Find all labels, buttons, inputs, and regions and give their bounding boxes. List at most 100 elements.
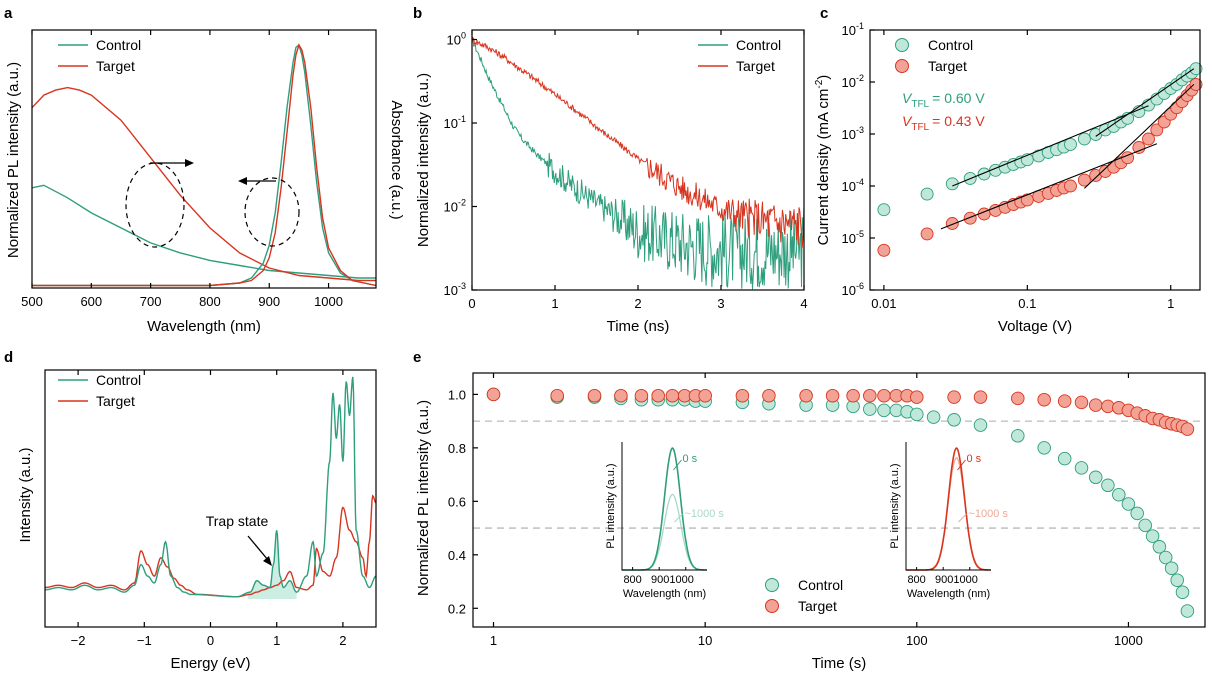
panel-e-point-target <box>910 390 924 404</box>
panel-e-legend-marker <box>765 599 779 613</box>
panel-c-y-tick-label-exp: -3 <box>856 125 864 135</box>
panel-a-ylabel-right: Absorbance (a.u.) <box>388 100 405 219</box>
panel-e-point-control <box>947 413 961 427</box>
panel-c-series <box>877 62 1203 257</box>
panel-c-y-tick-label-base: 10 <box>842 179 856 194</box>
panel-e-point-target <box>1180 422 1195 436</box>
panel-c-point-control <box>877 203 891 217</box>
panel-c-y-tick-label-base: 10 <box>842 231 856 246</box>
panel-e-point-target <box>973 390 988 404</box>
panel-d-series <box>45 376 377 599</box>
left-arrowhead-icon <box>238 177 247 185</box>
panel-b-x-tick-label: 0 <box>468 296 475 311</box>
inset-label-0s: 0 s <box>682 453 697 465</box>
panel-e-point-target <box>846 388 860 403</box>
panel-e-point-target <box>486 387 501 402</box>
panel-d-line-control <box>45 376 377 598</box>
panel-e-point-target <box>698 388 712 403</box>
panel-b-y-tick-label-exp: -1 <box>458 114 466 124</box>
panel-e-point-control <box>910 407 924 422</box>
panel-e-point-target <box>825 388 840 403</box>
panel-e-point-target <box>1074 395 1089 410</box>
panel-b-y-tick-label: 100 <box>447 31 466 48</box>
panel-a-xlabel: Wavelength (nm) <box>147 318 261 335</box>
panel-c-x-tick-label: 0.01 <box>871 296 896 311</box>
panel-c-x-tick-label: 1 <box>1167 296 1174 311</box>
panel-d-x-tick-label: −1 <box>137 633 152 648</box>
panel-e-xlabel: Time (s) <box>812 655 866 672</box>
inset-ylabel: PL intensity (a.u.) <box>889 463 901 548</box>
panel-e-y-tick-label: 0.2 <box>448 601 466 616</box>
panel-e-series <box>473 387 1205 618</box>
panel-c-x-tick-label: 0.1 <box>1018 296 1036 311</box>
inset-pointer-1000s <box>674 513 683 523</box>
panel-e-y-tick-label: 0.6 <box>448 494 466 509</box>
inset-control <box>621 442 707 571</box>
inset-xlabel: Wavelength (nm) <box>623 588 706 600</box>
panel-c-y-tick-label: 10-4 <box>842 177 864 194</box>
panel-e-point-control <box>1057 451 1072 466</box>
panel-d-legend-label: Control <box>96 372 141 388</box>
panel-c-ylabel-end: ) <box>815 75 832 80</box>
panel-a-frame <box>31 29 377 289</box>
panel-e-x-tick-label: 1 <box>490 633 497 648</box>
panel-e-point-target <box>1088 398 1103 412</box>
panel-e-point-control <box>1074 461 1089 475</box>
panel-a-series <box>31 43 377 287</box>
inset-tick-label: 9001000 <box>651 574 694 586</box>
vtfl-subscript: TFL <box>911 122 929 133</box>
panel-d-x-tick-label: −2 <box>71 633 86 648</box>
panel-b-x-tick-label: 3 <box>717 296 724 311</box>
panel-e-point-control <box>1164 561 1179 575</box>
panel-e-legend-label: Target <box>798 598 837 614</box>
inset-pointer-0s <box>673 459 682 471</box>
panel-c-y-tick-label: 10-2 <box>842 73 864 90</box>
inset-axes <box>905 442 991 571</box>
inset-tick-label: 9001000 <box>935 574 978 586</box>
panel-a-x-tick-label: 900 <box>258 294 280 309</box>
panel-b-x-tick-label: 1 <box>551 296 558 311</box>
panel-e-x-tick-label: 10 <box>698 633 712 648</box>
panel-b-y-tick-label-base: 10 <box>447 33 461 48</box>
panel-c-point-target <box>920 227 934 241</box>
vtfl-symbol: V <box>902 90 913 106</box>
panel-c-point-target <box>1132 141 1146 154</box>
panel-label: c <box>820 5 828 22</box>
panel-c-point-target <box>1020 193 1034 207</box>
panel-c-point-target <box>963 211 977 225</box>
panel-b-y-tick-label: 10-2 <box>444 198 466 215</box>
panel-c-ylabel: Current density (mA cm-2) <box>814 75 832 246</box>
panel-c-point-target <box>1189 77 1203 91</box>
panel-e-y-tick-label: 0.4 <box>448 548 466 563</box>
panel-c-legend-label: Target <box>928 58 967 74</box>
panel-c-y-tick-label-exp: -1 <box>856 21 864 31</box>
inset-label-1000s: ~1000 s <box>968 508 1008 520</box>
pl-marker-ellipse <box>244 177 300 247</box>
panel-e-x-tick-label: 100 <box>906 633 928 648</box>
trap-state-arrow-icon <box>247 535 269 561</box>
panel-c-fit-line <box>1095 68 1195 137</box>
panel-c-point-target <box>1150 123 1164 137</box>
panel-e-point-control <box>1037 441 1051 455</box>
panel-d-legend-label: Target <box>96 393 135 409</box>
panel-c-y-tick-label-base: 10 <box>842 23 856 38</box>
panel-e-point-control <box>877 403 891 418</box>
panel-c-fit-line <box>940 143 1158 230</box>
panel-e-y-tick-label: 0.8 <box>448 441 466 456</box>
panel-e-point-control <box>1121 497 1136 511</box>
inset-xlabel: Wavelength (nm) <box>907 588 990 600</box>
panel-label: e <box>413 349 421 366</box>
panel-b-y-tick-label-exp: 0 <box>461 31 466 41</box>
panel-c-point-target <box>1064 179 1077 193</box>
vtfl-value: = 0.60 V <box>932 90 985 106</box>
panel-e-point-target <box>877 388 891 403</box>
vtfl-value: = 0.43 V <box>932 113 985 129</box>
panel-a-x-tick-label: 1000 <box>314 294 343 309</box>
panel-d-x-tick-label: 1 <box>273 633 280 648</box>
panel-e-point-target <box>614 388 628 403</box>
trap-state-arrowhead-icon <box>263 556 272 566</box>
panel-b-y-tick-label-exp: -2 <box>458 198 466 208</box>
inset-label-0s: 0 s <box>966 453 981 465</box>
vtfl-symbol: V <box>902 113 913 129</box>
inset-label-1000s: ~1000 s <box>684 508 724 520</box>
